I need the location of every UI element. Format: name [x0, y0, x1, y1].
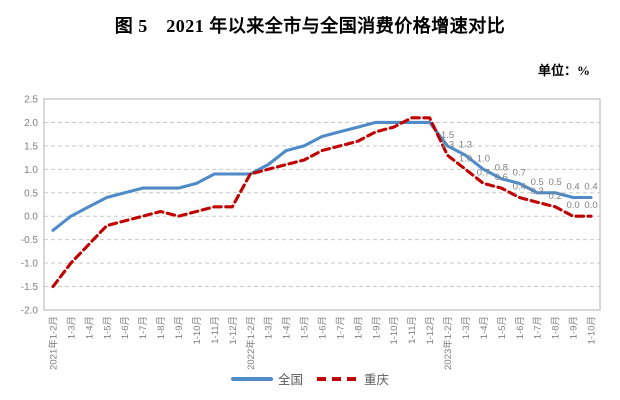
chart-legend: 全国 重庆 — [0, 369, 620, 388]
y-tick-label: 2.0 — [24, 118, 38, 129]
data-label: 0.5 — [531, 177, 544, 188]
data-label: 0.2 — [549, 191, 562, 202]
x-tick-label: 1-6月 — [120, 316, 131, 339]
x-tick-label: 1-10月 — [192, 316, 203, 345]
y-tick-label: -0.5 — [21, 235, 39, 246]
data-label: 0.0 — [584, 200, 597, 211]
x-tick-label: 1-9月 — [371, 316, 382, 339]
data-label: 1.0 — [477, 153, 490, 164]
data-label: 0.8 — [495, 163, 508, 174]
x-tick-label: 1-7月 — [138, 316, 149, 339]
legend-national-line-swatch — [230, 376, 273, 381]
legend-national-label: 全国 — [277, 373, 303, 387]
x-tick-label: 1-8月 — [156, 316, 167, 339]
legend-item-chongqing: 重庆 — [317, 369, 389, 388]
x-tick-label: 1-7月 — [335, 316, 346, 339]
chart-title: 图 5 2021 年以来全市与全国消费价格增速对比 — [114, 16, 506, 36]
x-tick-label: 1-5月 — [102, 316, 113, 339]
x-tick-label: 1-8月 — [353, 316, 364, 339]
data-label: 0.7 — [477, 167, 490, 178]
x-tick-label: 1-9月 — [174, 316, 185, 339]
x-tick-label: 1-3月 — [66, 316, 77, 339]
plot-frame — [43, 98, 601, 311]
x-tick-label: 1-11月 — [407, 316, 418, 344]
y-tick-label: 1.0 — [24, 165, 38, 176]
x-tick-label: 1-7月 — [533, 316, 544, 339]
legend-item-national: 全国 — [230, 369, 303, 388]
data-label: 1.3 — [441, 139, 454, 150]
y-tick-label: -1.0 — [21, 259, 39, 270]
data-label: 1.3 — [459, 139, 472, 150]
legend-chongqing-label: 重庆 — [364, 373, 390, 387]
x-tick-label: 1-6月 — [515, 316, 526, 339]
y-tick-label: 0.5 — [24, 188, 38, 199]
x-tick-label: 1-8月 — [551, 316, 562, 339]
data-label: 0.6 — [495, 172, 508, 183]
unit-label: 单位：% — [537, 63, 590, 78]
x-tick-label: 1-9月 — [569, 316, 580, 339]
data-label: 0.7 — [513, 167, 526, 178]
y-tick-label: 2.5 — [24, 95, 38, 106]
x-tick-label: 2023年1-2月 — [442, 316, 454, 370]
y-tick-label: -1.5 — [21, 282, 39, 293]
y-tick-label: -2.0 — [21, 306, 39, 317]
series-line-chongqing — [51, 116, 593, 289]
x-tick-label: 1-4月 — [84, 316, 95, 339]
y-tick-label: 1.5 — [24, 141, 38, 152]
x-tick-label: 1-12月 — [228, 316, 239, 345]
data-label: 0.3 — [531, 186, 544, 197]
x-tick-label: 1-10月 — [389, 316, 400, 345]
x-tick-label: 1-6月 — [318, 316, 329, 339]
data-label: 1.0 — [459, 153, 472, 164]
data-label: 1.5 — [441, 130, 454, 141]
data-label: 0.0 — [566, 200, 579, 211]
x-tick-label: 1-4月 — [282, 316, 293, 339]
series-line-national — [51, 120, 593, 232]
x-tick-label: 1-3月 — [461, 316, 472, 339]
x-tick-label: 2021年1-2月 — [47, 316, 59, 370]
x-tick-label: 1-5月 — [300, 316, 311, 339]
x-tick-label: 1-4月 — [479, 316, 490, 339]
x-tick-label: 1-12月 — [425, 316, 436, 345]
x-tick-label: 1-10月 — [587, 316, 598, 345]
x-tick-label: 1-11月 — [210, 316, 221, 344]
y-tick-label: 0.0 — [24, 212, 38, 223]
data-label: 0.4 — [513, 181, 526, 192]
x-tick-label: 2022年1-2月 — [245, 316, 257, 370]
data-label: 0.5 — [549, 177, 562, 188]
data-label: 0.4 — [584, 181, 597, 192]
x-tick-label: 1-3月 — [264, 316, 275, 339]
x-tick-label: 1-5月 — [497, 316, 508, 339]
data-label: 0.4 — [566, 181, 579, 192]
legend-chongqing-dashed-swatch — [317, 376, 359, 381]
